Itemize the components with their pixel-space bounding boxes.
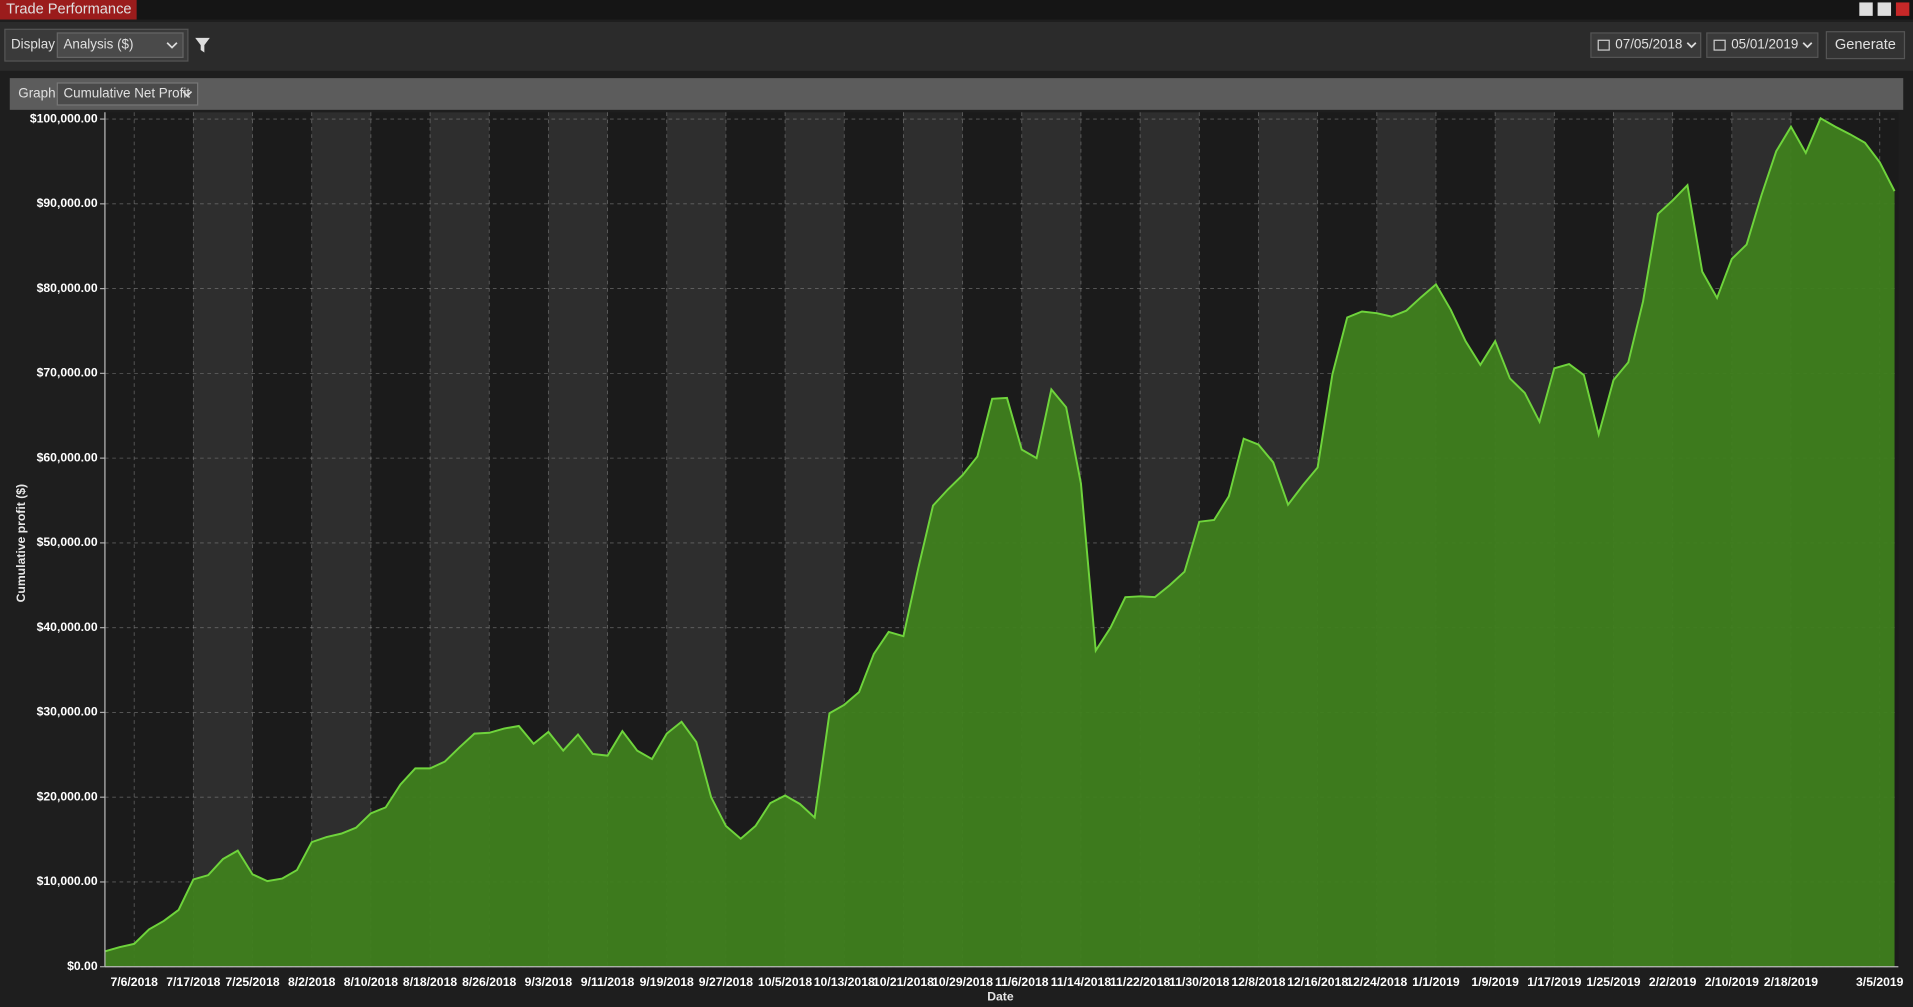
x-tick-label: 9/19/2018 <box>640 975 694 989</box>
x-tick-label: 11/14/2018 <box>1051 975 1112 989</box>
x-tick-label: 1/25/2019 <box>1586 975 1640 989</box>
x-tick-label: 11/6/2018 <box>995 975 1049 989</box>
graph-select[interactable] <box>56 82 199 106</box>
x-tick-label: 2/10/2019 <box>1705 975 1759 989</box>
x-tick-label: 7/6/2018 <box>110 975 158 989</box>
dropdown-arrow <box>166 42 178 49</box>
title-bar <box>0 0 1913 20</box>
x-tick-label: 10/21/2018 <box>873 975 934 989</box>
y-tick-label: $70,000.00 <box>37 366 98 380</box>
title-tab <box>0 0 137 20</box>
x-tick-label: 8/10/2018 <box>344 975 398 989</box>
x-tick-label: 1/9/2019 <box>1471 975 1519 989</box>
x-tick-label: 12/8/2018 <box>1231 975 1285 989</box>
x-tick-label: 9/27/2018 <box>699 975 753 989</box>
y-tick-label: $80,000.00 <box>37 281 98 295</box>
area-line <box>104 116 1896 953</box>
x-tick-label: 2/18/2019 <box>1764 975 1818 989</box>
x-axis-title: Date <box>987 989 1014 1003</box>
y-axis-title: Cumulative profit ($) <box>14 484 28 603</box>
graph-value: Cumulative Net Profit <box>63 86 190 101</box>
x-tick-label: 10/13/2018 <box>814 975 875 989</box>
x-tick-label: 9/3/2018 <box>525 975 573 989</box>
date-band <box>193 112 253 967</box>
x-tick-label: 7/17/2018 <box>166 975 220 989</box>
window-title: Trade Performance <box>6 2 131 18</box>
area-fill <box>104 118 1895 967</box>
display-label: Display <box>11 37 55 52</box>
start-date: 07/05/2018 <box>1615 37 1682 52</box>
calendar-icon <box>1597 39 1610 51</box>
graph-panel-header <box>9 78 1904 110</box>
y-tick-label: $0.00 <box>67 959 98 973</box>
close-button[interactable] <box>1895 2 1910 16</box>
x-tick-label: 12/16/2018 <box>1287 975 1348 989</box>
dropdown-arrow <box>1802 42 1813 49</box>
end-date: 05/01/2019 <box>1731 37 1798 52</box>
restore-button[interactable] <box>1877 2 1892 16</box>
y-tick-label: $100,000.00 <box>30 111 98 125</box>
generate-button[interactable] <box>1825 31 1906 60</box>
y-tick-label: $60,000.00 <box>37 450 98 464</box>
y-tick-label: $90,000.00 <box>37 196 98 210</box>
y-tick-label: $30,000.00 <box>37 705 98 719</box>
filter-button[interactable] <box>195 37 210 53</box>
plot-area: 7/6/2018 7/17/2018 7/25/2018 8/2/2018 8/10/2… <box>30 111 1904 989</box>
x-tick-label: 8/26/2018 <box>462 975 516 989</box>
dropdown-arrow <box>182 90 193 98</box>
graph-label: Graph <box>18 86 55 101</box>
generate-label: Generate <box>1835 37 1896 53</box>
y-tick-label: $10,000.00 <box>37 874 98 888</box>
x-tick-label: 3/5/2019 <box>1856 975 1904 989</box>
x-tick-label: 2/2/2019 <box>1649 975 1697 989</box>
x-tick-label: 12/24/2018 <box>1346 975 1407 989</box>
dropdown-arrow <box>1686 42 1697 49</box>
calendar-icon <box>1713 39 1726 51</box>
x-tick-label: 8/18/2018 <box>403 975 457 989</box>
x-tick-label: 9/11/2018 <box>581 975 635 989</box>
x-tick-label: 1/1/2019 <box>1412 975 1460 989</box>
x-tick-label: 10/29/2018 <box>932 975 993 989</box>
x-tick-label: 11/30/2018 <box>1169 975 1230 989</box>
x-tick-label: 8/2/2018 <box>288 975 336 989</box>
display-value: Analysis ($) <box>63 37 133 52</box>
y-tick-label: $20,000.00 <box>37 789 98 803</box>
display-select[interactable] <box>56 32 184 58</box>
x-tick-label: 11/22/2018 <box>1110 975 1171 989</box>
y-tick-label: $50,000.00 <box>37 535 98 549</box>
minimize-button[interactable] <box>1859 2 1873 16</box>
x-tick-label: 10/5/2018 <box>758 975 812 989</box>
x-tick-label: 1/17/2019 <box>1527 975 1581 989</box>
y-tick-label: $40,000.00 <box>37 620 98 634</box>
x-tick-label: 7/25/2018 <box>225 975 279 989</box>
